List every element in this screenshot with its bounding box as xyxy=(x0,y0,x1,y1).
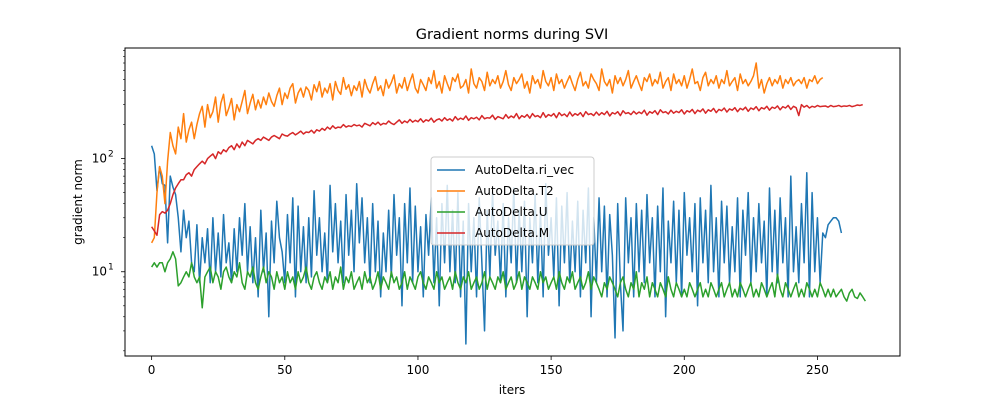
x-tick-label: 250 xyxy=(806,363,829,377)
x-tick-label: 50 xyxy=(277,363,292,377)
series-line-1 xyxy=(150,62,824,244)
plot-frame xyxy=(124,47,901,357)
legend-label: AutoDelta.U xyxy=(475,205,547,219)
y-tick-exponent: 1 xyxy=(108,263,114,273)
legend: AutoDelta.ri_vec AutoDelta.T2 AutoDelta.U A… xyxy=(430,156,595,246)
y-tick-label: 10 xyxy=(92,152,107,166)
legend-items: AutoDelta.ri_vec AutoDelta.T2 AutoDelta.U A… xyxy=(437,163,574,240)
y-axis-title: gradient norm xyxy=(71,159,85,245)
legend-box xyxy=(430,156,595,246)
y-tick-label: 10 xyxy=(92,265,107,279)
x-tick-label: 100 xyxy=(407,363,430,377)
series-line-3 xyxy=(151,103,863,237)
legend-label: AutoDelta.ri_vec xyxy=(475,163,574,177)
y-tick-exponent: 2 xyxy=(108,150,114,160)
x-axis-title: iters xyxy=(499,383,526,397)
x-tick-label: 200 xyxy=(673,363,696,377)
legend-label: AutoDelta.T2 xyxy=(475,184,554,198)
legend-label: AutoDelta.M xyxy=(475,226,549,240)
x-tick-label: 0 xyxy=(148,363,156,377)
x-tick-label: 150 xyxy=(540,363,563,377)
series-line-2 xyxy=(150,251,867,309)
chart-title: Gradient norms during SVI xyxy=(416,27,609,43)
